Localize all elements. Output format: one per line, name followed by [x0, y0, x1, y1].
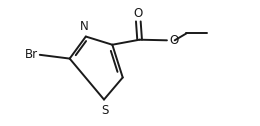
Text: Br: Br	[25, 48, 38, 61]
Text: O: O	[134, 7, 143, 20]
Text: S: S	[102, 104, 109, 117]
Text: N: N	[80, 20, 89, 33]
Text: O: O	[169, 34, 178, 47]
